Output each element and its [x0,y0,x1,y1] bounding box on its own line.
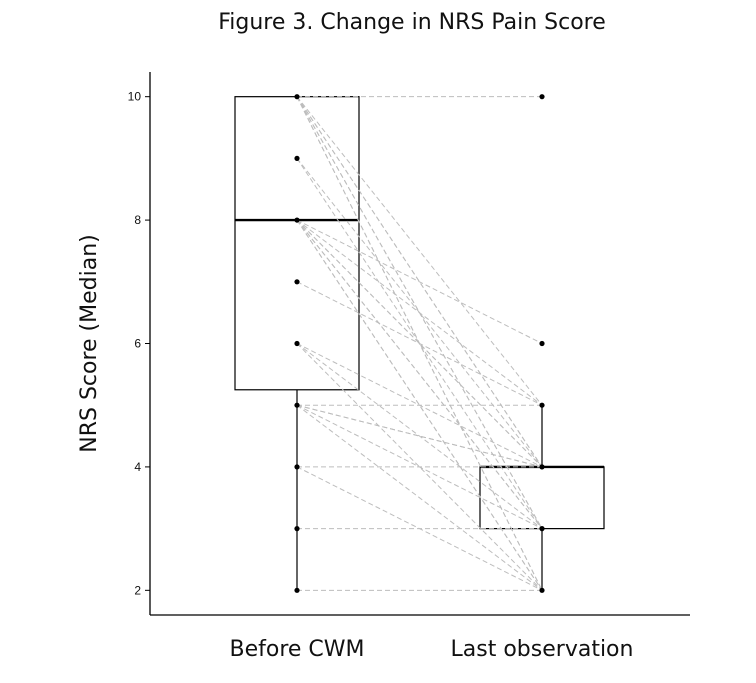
paired-line [296,219,543,344]
data-point [294,94,300,100]
data-point [539,402,545,408]
box [479,466,605,530]
y-tick-label: 6 [134,337,141,351]
data-point [294,340,300,347]
data-point [539,94,545,100]
data-point [294,217,300,223]
data-point [294,526,300,532]
data-point [539,587,545,593]
y-tick-label: 4 [134,460,141,474]
y-tick-label: 8 [134,213,141,227]
data-point [294,155,300,161]
paired-line [296,96,543,406]
x-tick-label: Before CWM [229,637,364,662]
paired-line [296,404,543,591]
chart-title: Figure 3. Change in NRS Pain Score [218,10,606,35]
paired-line [296,343,543,591]
paired-line [296,281,543,406]
data-point [294,587,300,593]
paired-line [296,343,543,530]
data-point [294,279,300,285]
data-point [539,526,545,532]
y-tick-label: 10 [128,90,142,104]
data-point [294,402,300,408]
paired-line [296,219,543,468]
data-point [294,464,300,470]
paired-line [296,219,543,406]
paired-line [296,404,543,468]
data-point [539,464,545,470]
paired-line [296,219,543,529]
data-point [539,340,545,347]
x-tick-label: Last observation [451,637,634,662]
y-tick-label: 2 [134,583,141,597]
y-axis-label: NRS Score (Median) [77,234,102,453]
